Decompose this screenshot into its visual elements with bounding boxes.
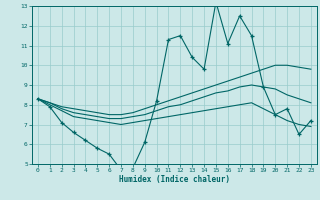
- X-axis label: Humidex (Indice chaleur): Humidex (Indice chaleur): [119, 175, 230, 184]
